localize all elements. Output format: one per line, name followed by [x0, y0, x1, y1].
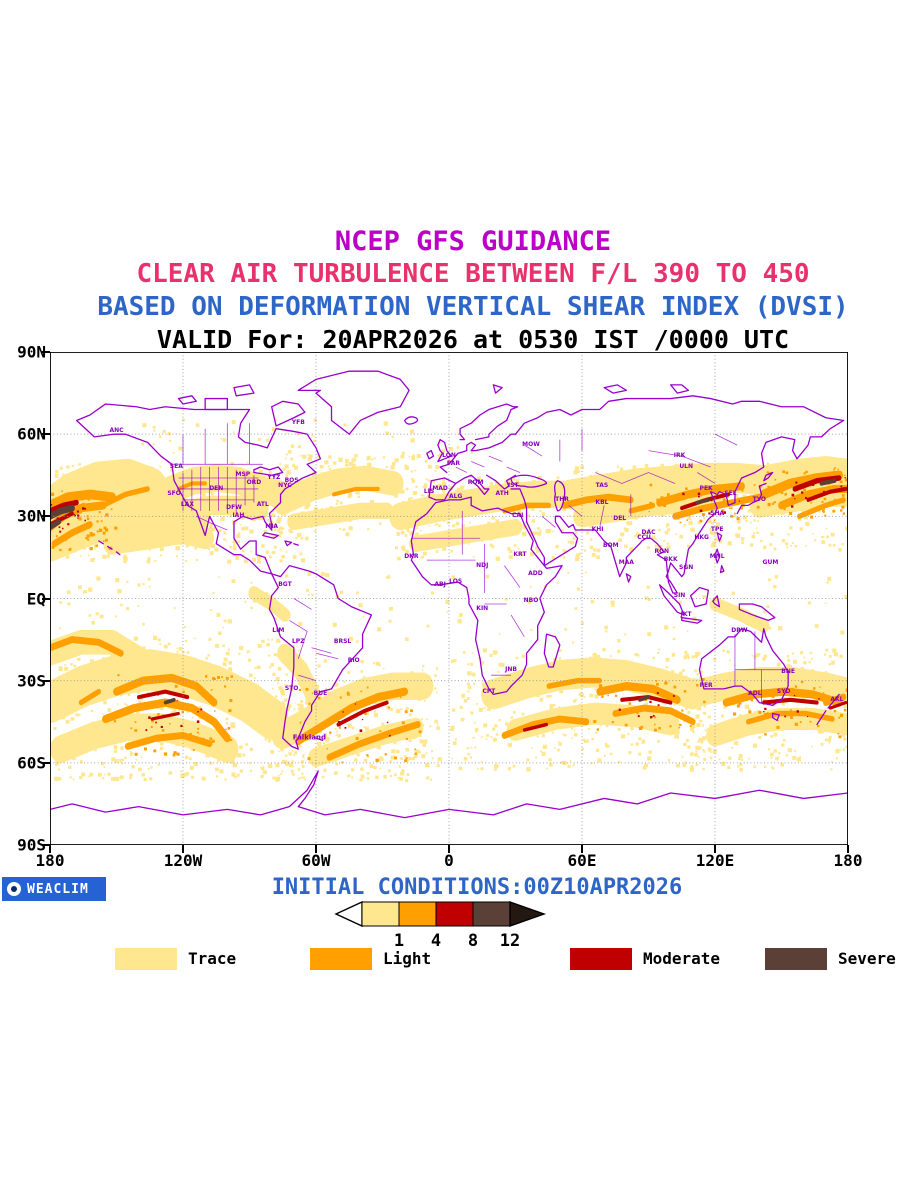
- y-axis-tick: [42, 597, 50, 600]
- x-axis-tick: [847, 845, 849, 853]
- colorbar-cell: [435, 901, 474, 927]
- colorbar-tick-label: 1: [394, 931, 404, 950]
- logo-icon: [7, 882, 21, 896]
- y-axis-tick: [42, 515, 50, 518]
- weaclim-logo: WEACLIM: [2, 877, 106, 901]
- y-axis-tick: [42, 761, 50, 764]
- x-axis-label: 0: [444, 851, 454, 870]
- world-map: [50, 352, 848, 845]
- colorbar-left-arrow: [334, 900, 363, 928]
- x-axis-label: 120W: [163, 851, 203, 870]
- legend-item-moderate: Moderate: [570, 948, 720, 970]
- colorbar-right-arrow: [509, 901, 547, 927]
- legend-swatch: [115, 948, 177, 970]
- coastlines: [50, 371, 848, 817]
- y-axis-label: 30N: [17, 506, 46, 526]
- title-valid-line: VALID For: 20APR2026 at 0530 IST /0000 U…: [156, 325, 790, 354]
- x-axis-tick: [714, 845, 716, 853]
- colorbar-tick-label: 8: [468, 931, 478, 950]
- title-line-1: NCEP GFS GUIDANCE: [334, 226, 612, 257]
- colorbar-tick-label: 4: [431, 931, 441, 950]
- legend-item-severe: Severe: [765, 948, 896, 970]
- x-axis-tick: [49, 845, 51, 853]
- x-axis-tick: [182, 845, 184, 853]
- y-axis-label: 90S: [17, 835, 46, 855]
- x-axis-label: 60W: [301, 851, 331, 870]
- x-axis-label: 180: [35, 851, 65, 870]
- y-axis-tick: [42, 351, 50, 353]
- legend-label: Severe: [838, 949, 896, 968]
- gridlines: [50, 352, 848, 845]
- x-axis-label: 180: [833, 851, 863, 870]
- initial-conditions-label: INITIAL CONDITIONS:00Z10APR2026: [271, 875, 683, 900]
- y-axis-label: 60N: [17, 424, 46, 444]
- y-axis-label: EQ: [26, 589, 46, 608]
- colorbar-cell: [398, 901, 437, 927]
- x-axis-tick: [315, 845, 317, 853]
- colorbar: 1 4 8 12: [334, 900, 547, 950]
- colorbar-cell: [361, 901, 400, 927]
- title-line-3: BASED ON DEFORMATION VERTICAL SHEAR INDE…: [97, 292, 849, 322]
- y-axis-tick: [42, 844, 50, 846]
- y-axis-label: 60S: [17, 753, 46, 773]
- legend-swatch: [310, 948, 372, 970]
- legend-item-trace: Trace: [115, 948, 236, 970]
- logo-text: WEACLIM: [27, 881, 89, 897]
- y-axis-label: 30S: [17, 671, 46, 691]
- country-borders: [172, 423, 788, 702]
- title-line-2: CLEAR AIR TURBULENCE BETWEEN F/L 390 TO …: [136, 259, 810, 289]
- legend-item-light: Light: [310, 948, 431, 970]
- y-axis-tick: [42, 679, 50, 682]
- legend-label: Trace: [188, 949, 237, 968]
- legend-label: Light: [383, 949, 432, 968]
- x-axis-tick: [448, 845, 450, 853]
- legend-swatch: [570, 948, 632, 970]
- y-axis-tick: [42, 433, 50, 436]
- x-axis-label: 120E: [695, 851, 735, 870]
- shading-severe: [50, 478, 837, 705]
- y-axis-label: 90N: [17, 342, 46, 362]
- x-axis-tick: [581, 845, 583, 853]
- colorbar-cell: [472, 901, 511, 927]
- legend-label: Moderate: [643, 949, 721, 968]
- legend-swatch: [765, 948, 827, 970]
- x-axis-label: 60E: [567, 851, 597, 870]
- colorbar-tick-label: 12: [500, 931, 520, 950]
